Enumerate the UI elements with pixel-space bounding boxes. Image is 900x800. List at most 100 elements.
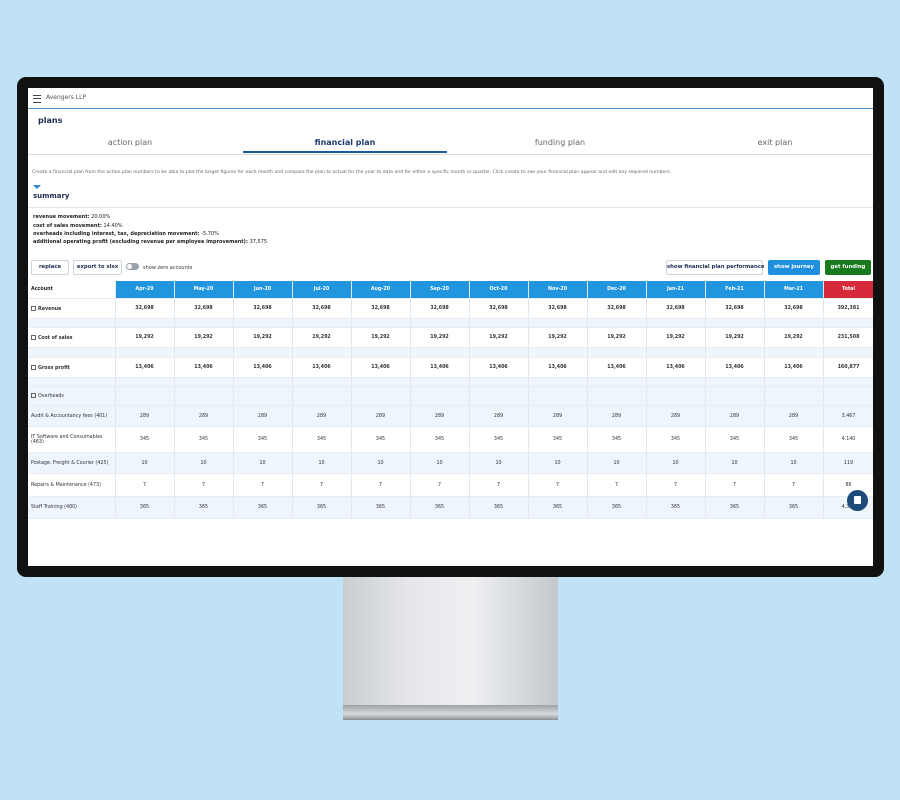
spacer-cell bbox=[351, 377, 411, 387]
value-cell: 32,698 bbox=[646, 298, 706, 319]
value-cell bbox=[115, 386, 175, 406]
expand-icon[interactable] bbox=[31, 334, 36, 340]
tab[interactable]: financial plan bbox=[243, 138, 447, 153]
spacer-cell bbox=[587, 318, 647, 328]
value-cell: 10 bbox=[292, 452, 352, 474]
column-header: Total bbox=[823, 281, 873, 299]
spacer-cell bbox=[646, 318, 706, 328]
summary-divider bbox=[28, 207, 873, 208]
value-cell: 13,406 bbox=[115, 357, 175, 378]
value-cell: 32,698 bbox=[351, 298, 411, 319]
value-cell: 32,698 bbox=[587, 298, 647, 319]
account-name: IT Software and Consumables (463) bbox=[31, 434, 103, 445]
spacer-cell bbox=[764, 347, 824, 358]
spacer-cell bbox=[233, 347, 293, 358]
button[interactable]: get funding bbox=[825, 260, 871, 275]
table-row: Revenue 32,698 32,698 32,698 32,698 32,698 32,… bbox=[28, 298, 873, 319]
column-header: Mar-21 bbox=[764, 281, 824, 299]
tab[interactable]: funding plan bbox=[534, 138, 586, 147]
menu-icon[interactable] bbox=[33, 95, 41, 103]
value-cell: 19,292 bbox=[174, 327, 234, 348]
account-cell: Revenue bbox=[28, 298, 116, 319]
button[interactable]: export to xlsx bbox=[73, 260, 122, 275]
value-cell bbox=[233, 386, 293, 406]
value-cell bbox=[410, 386, 470, 406]
value-cell: 7 bbox=[410, 473, 470, 497]
value-cell: 32,698 bbox=[233, 298, 293, 319]
value-cell: 345 bbox=[115, 426, 175, 453]
account-cell: Gross profit bbox=[28, 357, 116, 378]
value-cell bbox=[469, 386, 529, 406]
toggle[interactable] bbox=[126, 263, 139, 270]
value-cell: 160,877 bbox=[823, 357, 873, 378]
chat-button[interactable] bbox=[847, 490, 868, 511]
spacer-cell bbox=[469, 318, 529, 328]
summary-label: revenue movement: bbox=[33, 214, 90, 220]
value-cell: 19,292 bbox=[292, 327, 352, 348]
tab[interactable]: action plan bbox=[107, 138, 153, 147]
account-cell: Staff Training (480) bbox=[28, 496, 116, 519]
spacer-cell bbox=[764, 318, 824, 328]
value-cell: 289 bbox=[764, 405, 824, 427]
button[interactable]: replace bbox=[31, 260, 69, 275]
spacer-cell bbox=[115, 318, 175, 328]
table-row: Repairs & Maintenance (473) 7 7 7 7 7 7 7 7 7 7 7 7 8… bbox=[28, 473, 873, 497]
value-cell: 32,698 bbox=[115, 298, 175, 319]
value-cell: 13,406 bbox=[174, 357, 234, 378]
spacer-cell bbox=[410, 377, 470, 387]
value-cell: 119 bbox=[823, 452, 873, 474]
spacer-cell bbox=[292, 318, 352, 328]
account-name: Gross profit bbox=[38, 365, 70, 371]
value-cell: 289 bbox=[174, 405, 234, 427]
value-cell: 365 bbox=[764, 496, 824, 519]
value-cell bbox=[705, 386, 765, 406]
summary-item: overheads including interest, tax, depre… bbox=[33, 231, 219, 237]
value-cell: 7 bbox=[528, 473, 588, 497]
column-header: Feb-21 bbox=[705, 281, 765, 299]
monitor-foot bbox=[343, 705, 558, 720]
spacer-cell bbox=[705, 318, 765, 328]
account-cell: IT Software and Consumables (463) bbox=[28, 426, 116, 453]
value-cell: 289 bbox=[292, 405, 352, 427]
column-header: Jun-20 bbox=[233, 281, 293, 299]
value-cell: 13,406 bbox=[764, 357, 824, 378]
button[interactable]: show financial plan performance bbox=[666, 260, 764, 275]
collapse-icon[interactable] bbox=[33, 185, 41, 189]
value-cell: 289 bbox=[528, 405, 588, 427]
expand-icon[interactable] bbox=[31, 364, 36, 370]
spacer-cell bbox=[587, 377, 647, 387]
column-header: Dec-20 bbox=[587, 281, 647, 299]
value-cell: 365 bbox=[705, 496, 765, 519]
value-cell: 13,406 bbox=[587, 357, 647, 378]
table-row: Gross profit 13,406 13,406 13,406 13,406 13,4… bbox=[28, 357, 873, 378]
spacer-cell bbox=[292, 347, 352, 358]
value-cell: 10 bbox=[705, 452, 765, 474]
value-cell: 10 bbox=[764, 452, 824, 474]
value-cell: 32,698 bbox=[469, 298, 529, 319]
value-cell: 10 bbox=[174, 452, 234, 474]
value-cell: 7 bbox=[705, 473, 765, 497]
screen: Avengers LLP plans Create a financial pl… bbox=[28, 88, 873, 566]
spacer-cell bbox=[528, 318, 588, 328]
spacer-cell bbox=[410, 318, 470, 328]
account-cell: Cost of sales bbox=[28, 327, 116, 348]
value-cell: 19,292 bbox=[351, 327, 411, 348]
tab[interactable]: exit plan bbox=[757, 138, 793, 147]
value-cell: 345 bbox=[528, 426, 588, 453]
value-cell: 7 bbox=[115, 473, 175, 497]
spacer-cell bbox=[528, 377, 588, 387]
value-cell: 10 bbox=[351, 452, 411, 474]
summary-title: summary bbox=[33, 192, 70, 200]
expand-icon[interactable] bbox=[31, 305, 36, 311]
value-cell: 365 bbox=[292, 496, 352, 519]
summary-value: -5.70% bbox=[201, 231, 219, 237]
account-name: Postage, Freight & Courier (425) bbox=[31, 460, 109, 466]
value-cell: 7 bbox=[469, 473, 529, 497]
spacer-cell bbox=[233, 318, 293, 328]
expand-icon[interactable] bbox=[31, 393, 36, 398]
spacer-cell bbox=[410, 347, 470, 358]
button[interactable]: show journey bbox=[768, 260, 820, 275]
value-cell: 7 bbox=[233, 473, 293, 497]
value-cell: 345 bbox=[764, 426, 824, 453]
account-name: Cost of sales bbox=[38, 335, 73, 341]
